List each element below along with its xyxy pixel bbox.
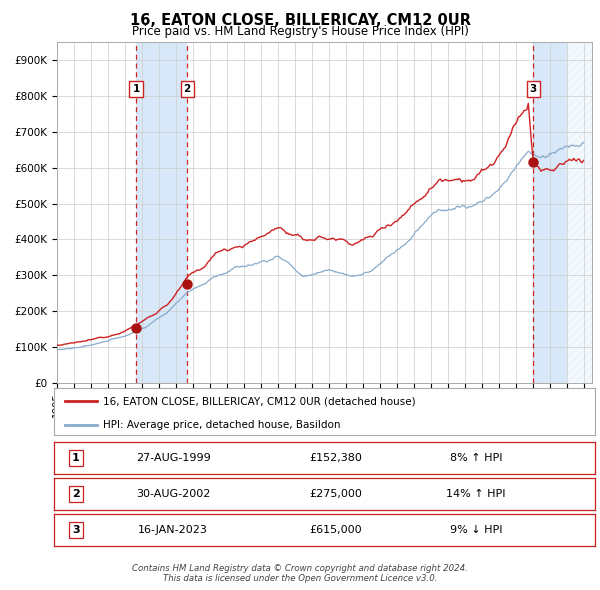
Text: 16-JAN-2023: 16-JAN-2023 <box>138 525 208 535</box>
Text: 3: 3 <box>72 525 79 535</box>
Text: 27-AUG-1999: 27-AUG-1999 <box>136 453 211 463</box>
Text: 1: 1 <box>72 453 80 463</box>
Text: 16, EATON CLOSE, BILLERICAY, CM12 0UR: 16, EATON CLOSE, BILLERICAY, CM12 0UR <box>130 13 470 28</box>
Text: 9% ↓ HPI: 9% ↓ HPI <box>450 525 502 535</box>
Text: 14% ↑ HPI: 14% ↑ HPI <box>446 489 506 499</box>
Bar <box>533 42 566 383</box>
Text: 2: 2 <box>184 84 191 94</box>
Text: 2: 2 <box>72 489 80 499</box>
Bar <box>136 42 187 383</box>
Text: £152,380: £152,380 <box>309 453 362 463</box>
Bar <box>566 42 592 383</box>
Text: Price paid vs. HM Land Registry's House Price Index (HPI): Price paid vs. HM Land Registry's House … <box>131 25 469 38</box>
Text: HPI: Average price, detached house, Basildon: HPI: Average price, detached house, Basi… <box>103 419 340 430</box>
Text: 8% ↑ HPI: 8% ↑ HPI <box>450 453 502 463</box>
Text: 30-AUG-2002: 30-AUG-2002 <box>136 489 210 499</box>
Text: 1: 1 <box>133 84 140 94</box>
Text: 16, EATON CLOSE, BILLERICAY, CM12 0UR (detached house): 16, EATON CLOSE, BILLERICAY, CM12 0UR (d… <box>103 396 415 406</box>
Text: 3: 3 <box>530 84 537 94</box>
Text: £275,000: £275,000 <box>309 489 362 499</box>
Text: Contains HM Land Registry data © Crown copyright and database right 2024.
This d: Contains HM Land Registry data © Crown c… <box>132 563 468 583</box>
Text: £615,000: £615,000 <box>309 525 362 535</box>
